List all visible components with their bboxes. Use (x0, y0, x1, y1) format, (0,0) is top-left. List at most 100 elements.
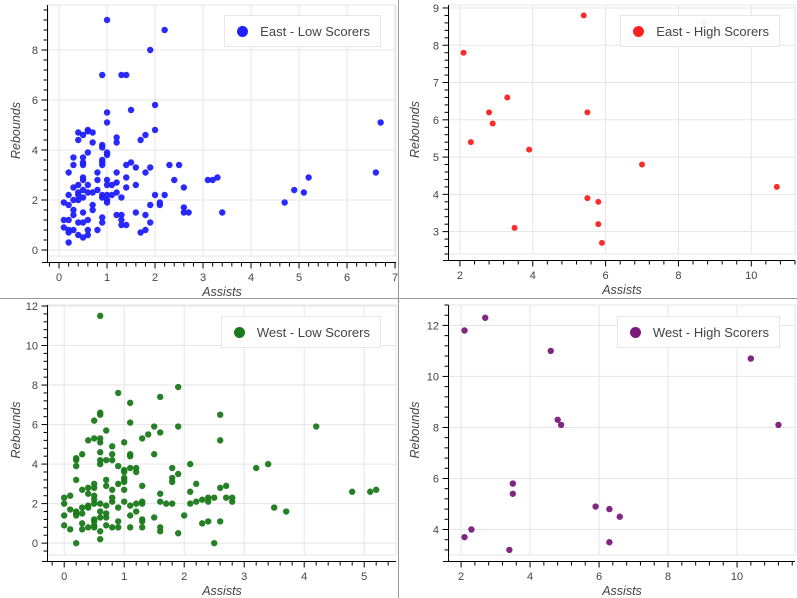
data-point (75, 196, 82, 204)
y-tick-label: 12 (427, 320, 439, 332)
x-tick-label: 3 (200, 272, 206, 284)
data-point (103, 181, 111, 189)
y-tick-label: 8 (32, 380, 38, 392)
data-point (147, 219, 154, 226)
data-point (265, 460, 272, 468)
data-point (509, 490, 517, 497)
data-point (94, 186, 101, 194)
panel-divider-horizontal (0, 298, 797, 299)
y-axis-label: Rebounds (408, 402, 422, 459)
data-point (377, 119, 384, 126)
y-tick-label: 4 (32, 145, 38, 157)
data-point (175, 161, 183, 169)
data-point (73, 456, 80, 464)
data-point (109, 524, 116, 531)
data-point (461, 327, 468, 334)
x-tick-label: 2 (458, 571, 464, 583)
data-point (103, 476, 110, 484)
data-point (99, 161, 106, 169)
data-point (223, 494, 230, 501)
data-point (115, 462, 122, 470)
data-point (142, 211, 149, 219)
data-point (115, 480, 122, 488)
data-point (127, 106, 135, 114)
data-point (219, 209, 226, 216)
data-point (121, 486, 128, 493)
legend-marker-icon (629, 326, 641, 338)
data-point (65, 239, 72, 246)
data-point (67, 506, 74, 513)
data-point (217, 437, 224, 444)
data-point (84, 231, 92, 239)
data-point (175, 383, 182, 391)
panel-west-low: 0 1 2 3 4 5 0 2 4 6 8 10 12 Assists Rebounds West - Lo… (0, 299, 398, 598)
data-point (73, 462, 80, 470)
data-point (115, 504, 122, 511)
x-tick-label: 3 (241, 571, 247, 583)
data-point (118, 221, 125, 229)
y-tick-label: 0 (32, 538, 38, 550)
data-point (157, 490, 164, 497)
legend-label: East - Low Scorers (260, 23, 370, 39)
data-point (97, 528, 104, 535)
data-point (137, 136, 144, 144)
data-point (133, 508, 140, 515)
data-point (121, 468, 128, 476)
x-tick-label: 2 (152, 272, 158, 284)
y-tick-label: 4 (32, 459, 38, 471)
data-point (79, 194, 87, 201)
data-point (127, 159, 135, 166)
data-point (79, 234, 87, 241)
legend-east-low[interactable]: East - Low Scorers (224, 15, 381, 47)
data-point (511, 224, 518, 231)
data-point (70, 161, 77, 169)
data-point (118, 71, 125, 79)
data-point (187, 460, 194, 468)
data-point (91, 417, 98, 424)
data-point (103, 151, 111, 159)
y-tick-label: 8 (433, 422, 439, 434)
data-point (606, 539, 613, 546)
data-point (187, 500, 194, 507)
data-point (60, 216, 68, 224)
data-point (113, 139, 120, 146)
data-point (166, 161, 173, 169)
legend-west-low[interactable]: West - Low Scorers (220, 316, 381, 348)
legend-marker-icon (633, 25, 645, 37)
data-point (305, 174, 312, 181)
data-point (89, 206, 96, 214)
data-point (60, 199, 68, 206)
data-point (157, 429, 164, 436)
data-point (175, 470, 182, 478)
data-point (467, 139, 474, 146)
data-point (773, 183, 780, 190)
legend-marker-icon (233, 326, 245, 338)
data-point (79, 219, 87, 226)
legend-east-high[interactable]: East - High Scorers (620, 15, 780, 47)
data-point (127, 502, 134, 509)
data-point (151, 423, 158, 430)
data-point (103, 427, 110, 434)
data-point (169, 464, 176, 472)
data-point (142, 169, 149, 176)
legend-marker-icon (237, 25, 249, 37)
data-point (70, 154, 77, 161)
data-point (94, 226, 101, 234)
data-point (73, 539, 80, 547)
data-point (526, 146, 533, 153)
y-tick-label: 6 (32, 95, 38, 107)
data-point (181, 512, 188, 519)
data-point (211, 494, 218, 501)
legend-west-high[interactable]: West - High Scorers (616, 316, 780, 348)
data-point (97, 535, 104, 543)
data-point (103, 514, 110, 521)
data-point (161, 26, 168, 34)
y-tick-label: 10 (427, 371, 439, 383)
data-point (209, 176, 216, 184)
data-point (91, 500, 98, 507)
y-axis-label: Rebounds (408, 101, 422, 158)
data-point (127, 452, 134, 460)
y-tick-label: 4 (433, 189, 439, 201)
data-point (595, 198, 602, 205)
data-point (84, 128, 92, 135)
